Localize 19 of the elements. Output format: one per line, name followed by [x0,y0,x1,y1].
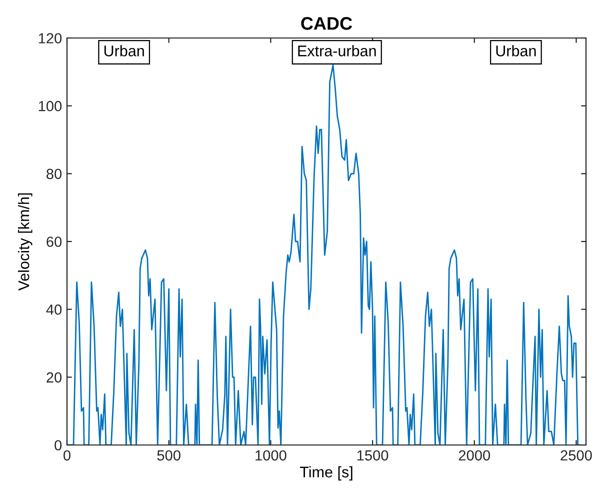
x-tick-label: 500 [157,450,180,461]
x-tick-label: 2000 [458,450,490,461]
x-tick-label: 1000 [256,450,286,461]
x-tick-label: 0 [64,450,70,461]
x-tick-label: 1500 [357,450,388,461]
annotation: Urban [496,45,536,56]
y-tick-label: 0 [54,440,62,450]
y-tick-label: 100 [38,100,62,112]
y-tick-label: 80 [46,168,62,180]
y-tick-label: 20 [46,372,62,383]
x-axis-title: Time [s] [300,466,352,480]
annotation: Urban [104,45,144,56]
x-tick-label: 2500 [560,450,592,461]
annotation: Extra-urban [298,45,376,56]
y-tick-label: 40 [46,304,62,315]
y-tick-label: 60 [46,236,62,247]
y-axis-title: Velocity [km/h] [18,193,32,291]
chart-title: CADC [301,17,352,30]
y-tick-label: 120 [38,33,62,44]
